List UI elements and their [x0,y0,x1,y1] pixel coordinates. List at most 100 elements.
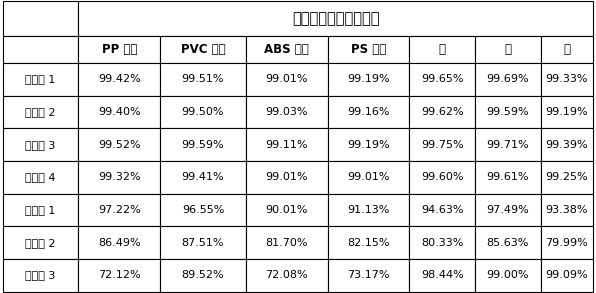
Bar [475,194,541,226]
Text: 99.51%: 99.51% [182,74,224,84]
Text: 铝: 铝 [504,43,511,56]
Bar [78,36,160,63]
Bar [160,226,246,259]
Bar [160,161,246,194]
Text: 99.71%: 99.71% [486,139,529,149]
Text: 81.70%: 81.70% [265,238,308,248]
Text: PS 塑料: PS 塑料 [351,43,386,56]
Bar [78,128,160,161]
Bar [327,63,409,96]
Text: 99.42%: 99.42% [98,74,141,84]
Text: 99.19%: 99.19% [347,139,390,149]
Bar [160,63,246,96]
Bar [475,259,541,292]
Text: ABS 塑料: ABS 塑料 [264,43,309,56]
Bar [409,161,475,194]
Bar [475,96,541,128]
Text: 91.13%: 91.13% [347,205,390,215]
Text: 对比例 2: 对比例 2 [26,238,56,248]
Text: 85.63%: 85.63% [486,238,529,248]
Text: 82.15%: 82.15% [347,238,390,248]
Bar [246,36,327,63]
Text: 80.33%: 80.33% [421,238,464,248]
Bar [327,194,409,226]
Text: 99.00%: 99.00% [486,270,529,280]
Text: 实施例 4: 实施例 4 [26,172,56,182]
Bar [541,226,593,259]
Bar [3,259,78,292]
Text: 99.50%: 99.50% [182,107,224,117]
Bar [78,1,593,36]
Text: 99.33%: 99.33% [545,74,588,84]
Bar [160,96,246,128]
Bar [246,194,327,226]
Bar [327,259,409,292]
Text: 99.19%: 99.19% [347,74,390,84]
Text: 97.22%: 97.22% [98,205,141,215]
Text: 99.52%: 99.52% [98,139,141,149]
Text: 银: 银 [563,43,570,56]
Text: 89.52%: 89.52% [182,270,224,280]
Bar [3,1,78,36]
Bar [409,128,475,161]
Text: 97.49%: 97.49% [486,205,529,215]
Text: 99.69%: 99.69% [486,74,529,84]
Bar [475,36,541,63]
Bar [475,161,541,194]
Bar [3,96,78,128]
Text: 铜: 铜 [439,43,446,56]
Text: 99.16%: 99.16% [347,107,390,117]
Bar [78,259,160,292]
Bar [78,96,160,128]
Text: 99.01%: 99.01% [347,172,390,182]
Bar [3,161,78,194]
Bar [409,96,475,128]
Text: 99.32%: 99.32% [98,172,141,182]
Bar [409,259,475,292]
Bar [409,63,475,96]
Text: 99.59%: 99.59% [486,107,529,117]
Bar [327,96,409,128]
Bar [541,194,593,226]
Text: 99.01%: 99.01% [265,74,308,84]
Text: 实施例 3: 实施例 3 [26,139,56,149]
Text: 对比例 3: 对比例 3 [26,270,56,280]
Text: 实施例 1: 实施例 1 [26,74,56,84]
Bar [78,161,160,194]
Bar [3,36,78,63]
Text: 87.51%: 87.51% [182,238,224,248]
Bar [246,226,327,259]
Bar [246,259,327,292]
Text: 99.41%: 99.41% [182,172,224,182]
Bar [3,63,78,96]
Bar [3,194,78,226]
Text: 90.01%: 90.01% [265,205,308,215]
Text: PVC 塑料: PVC 塑料 [181,43,225,56]
Text: 73.17%: 73.17% [347,270,390,280]
Text: 99.25%: 99.25% [545,172,588,182]
Bar [246,128,327,161]
Bar [541,161,593,194]
Text: 99.01%: 99.01% [265,172,308,182]
Text: 分离出的各类物质纯度: 分离出的各类物质纯度 [292,11,380,26]
Text: 96.55%: 96.55% [182,205,224,215]
Bar [78,194,160,226]
Text: 99.19%: 99.19% [545,107,588,117]
Bar [541,259,593,292]
Bar [327,36,409,63]
Bar [327,161,409,194]
Text: 99.61%: 99.61% [486,172,529,182]
Text: 99.60%: 99.60% [421,172,464,182]
Bar [3,226,78,259]
Bar [246,161,327,194]
Text: 94.63%: 94.63% [421,205,464,215]
Bar [541,63,593,96]
Bar [327,226,409,259]
Bar [409,226,475,259]
Text: 对比例 1: 对比例 1 [26,205,56,215]
Bar [246,96,327,128]
Bar [78,226,160,259]
Text: 99.59%: 99.59% [182,139,224,149]
Text: 99.75%: 99.75% [421,139,464,149]
Bar [3,128,78,161]
